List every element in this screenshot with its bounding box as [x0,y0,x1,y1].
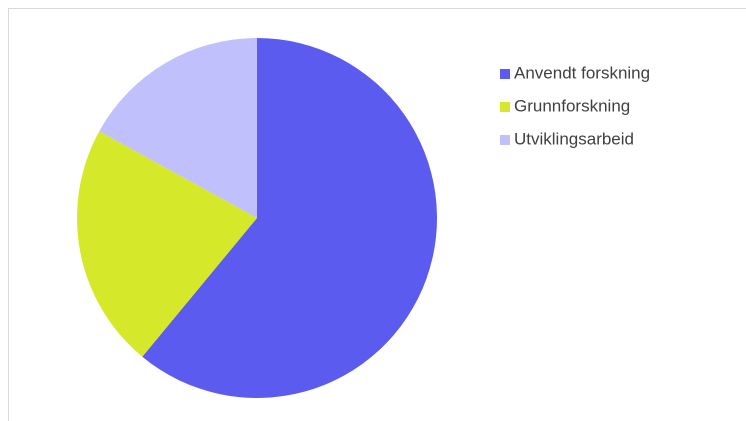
pie-slice [77,131,257,357]
pie-slice [142,38,438,398]
legend-swatch [500,69,510,79]
legend-label: Utviklingsarbeid [514,129,634,148]
legend-label: Anvendt forskning [514,63,650,82]
legend-label: Grunnforskning [514,96,630,115]
pie-slice [99,38,257,218]
legend-swatch [500,102,510,112]
chart-frame [8,8,746,421]
legend-swatch [500,135,510,145]
